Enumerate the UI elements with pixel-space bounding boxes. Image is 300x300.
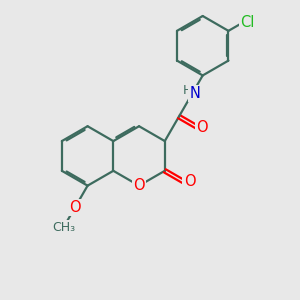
Text: O: O xyxy=(69,200,81,215)
Text: O: O xyxy=(196,119,208,134)
Text: CH₃: CH₃ xyxy=(53,221,76,234)
Text: H: H xyxy=(182,84,192,97)
Text: Cl: Cl xyxy=(240,15,254,30)
Text: O: O xyxy=(184,175,195,190)
Text: N: N xyxy=(189,86,200,101)
Text: O: O xyxy=(133,178,145,193)
